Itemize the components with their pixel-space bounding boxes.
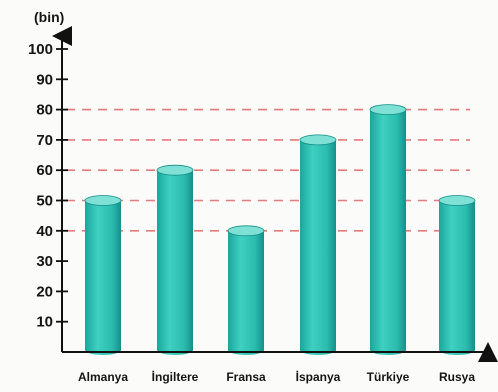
bars: [84, 104, 476, 355]
bar-0: [84, 195, 122, 355]
reference-lines: [66, 108, 470, 232]
x-category-label: İspanya: [296, 369, 341, 384]
y-tick-label: 50: [36, 193, 53, 210]
bar-top: [227, 225, 265, 237]
y-tick-label: 10: [36, 314, 53, 331]
x-category-label: Almanya: [78, 370, 128, 384]
bar-body: [157, 170, 193, 355]
bar-1: [156, 164, 194, 355]
y-axis-unit-label: (bin): [34, 9, 64, 25]
bar-5: [438, 195, 476, 355]
bar-top: [369, 104, 407, 115]
axes: [52, 26, 498, 362]
y-tick-label: 60: [36, 162, 53, 179]
bar-top: [84, 195, 122, 206]
bar-top: [156, 164, 194, 176]
bar-body: [85, 200, 121, 355]
bar-body: [228, 230, 264, 355]
y-tick-labels: 10 20 30 40 50 60 70 80 90 100: [28, 41, 68, 331]
bar-body: [300, 139, 336, 355]
y-tick-label: 30: [36, 253, 53, 270]
bar-top: [299, 134, 337, 146]
bar-2: [227, 225, 265, 355]
x-category-label: Rusya: [439, 370, 475, 384]
bar-3: [299, 134, 337, 355]
bar-body: [439, 200, 475, 355]
x-category-label: İngiltere: [152, 369, 199, 384]
bar-body: [370, 109, 406, 355]
y-tick-label: 70: [36, 132, 53, 149]
y-tick-label: 40: [36, 223, 53, 240]
y-tick-label: 90: [36, 71, 53, 88]
y-tick-label: 20: [36, 283, 53, 300]
y-tick-label: 100: [28, 41, 53, 58]
y-tick-label: 80: [36, 102, 53, 119]
x-category-label: Türkiye: [367, 370, 410, 384]
bar-4: [369, 104, 407, 355]
x-category-label: Fransa: [226, 370, 266, 384]
bar-top: [438, 195, 476, 206]
x-category-labels: Almanya İngiltere Fransa İspanya Türkiye Rusy…: [78, 369, 475, 384]
